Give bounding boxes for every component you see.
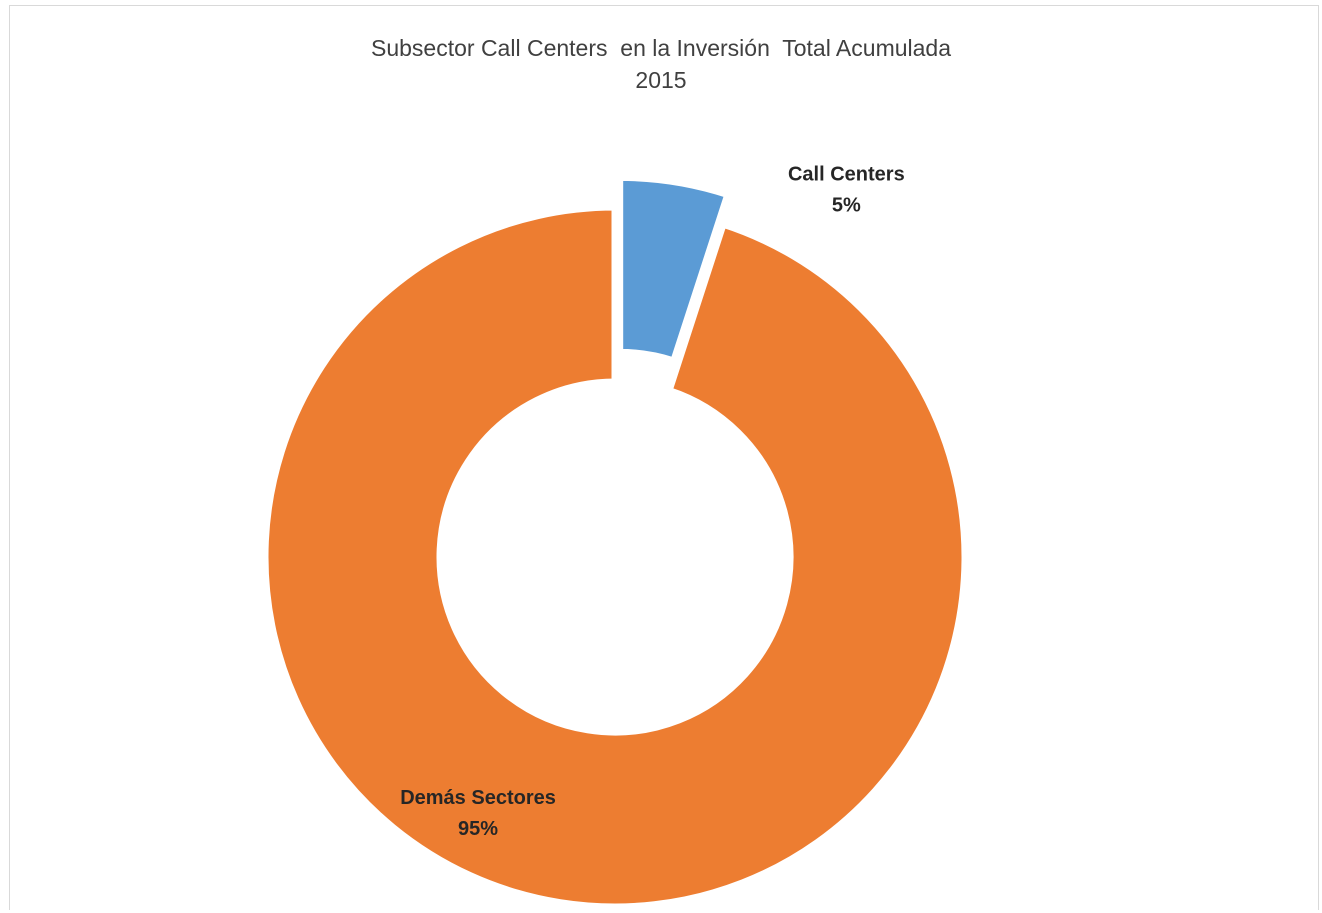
data-label-name: Demás Sectores <box>400 787 556 809</box>
data-label-value: 5% <box>832 195 861 217</box>
chart-frame <box>9 5 1319 910</box>
data-label-name: Call Centers <box>788 164 905 186</box>
chart-title: Subsector Call Centers en la Inversión T… <box>371 35 951 61</box>
slice-call-centers <box>616 173 733 366</box>
chart-title-block: Subsector Call Centers en la Inversión T… <box>0 32 1322 96</box>
chart-subtitle: 2015 <box>635 67 687 93</box>
data-label-demas-sectores: Demás Sectores 95% <box>400 787 556 840</box>
data-label-value: 95% <box>458 818 498 840</box>
slice-demas-sectores <box>261 203 969 911</box>
data-label-call-centers: Call Centers 5% <box>788 164 905 217</box>
